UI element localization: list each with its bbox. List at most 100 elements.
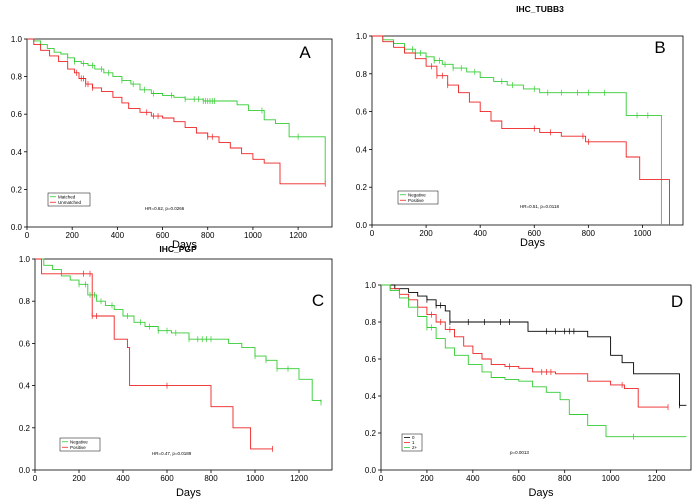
series-negative — [35, 258, 322, 406]
x-tick-label: 1000 — [634, 229, 652, 238]
x-tick-label: 600 — [160, 474, 174, 483]
x-tick-label: 400 — [111, 231, 125, 240]
legend-label: 2+ — [412, 445, 418, 450]
stats-annotation: HR=0.47, p=0.0189 — [152, 451, 192, 456]
x-tick-label: 200 — [420, 474, 434, 483]
y-tick-label: 0.6 — [11, 110, 23, 119]
x-tick-label: 600 — [512, 474, 526, 483]
x-tick-label: 1000 — [246, 474, 264, 483]
series-positive — [35, 258, 273, 452]
survival-curve — [381, 284, 687, 438]
survival-curve — [381, 284, 687, 406]
x-tick-label: 400 — [466, 474, 480, 483]
y-tick-label: 1.0 — [19, 255, 31, 264]
panel-b: 0 200 400 600 800 1000 0.0 0.2 0.4 0.6 0.8 1.0 Days B… — [356, 4, 684, 249]
y-tick-label: 0.6 — [19, 339, 31, 348]
panel-title: IHC_TUBB3 — [516, 4, 564, 14]
x-tick-label: 0 — [370, 229, 375, 238]
plot-frame — [380, 284, 692, 471]
stats-annotation: p=0.0013 — [510, 450, 529, 455]
survival-curve — [35, 258, 322, 403]
survival-curve — [372, 35, 662, 225]
legend-label: 0 — [412, 435, 415, 440]
x-tick-label: 800 — [558, 474, 572, 483]
legend-label: 1 — [412, 440, 415, 445]
stats-annotation: HR=0.62, p=0.0266 — [145, 206, 185, 211]
x-axis-label: Days — [520, 237, 546, 249]
y-tick-label: 0.0 — [11, 223, 23, 232]
x-axis-label: Days — [176, 487, 202, 499]
panel-c: 0 200 400 600 800 1000 1200 0.0 0.2 0.4 0.6 0.8 1.0 D… — [19, 244, 333, 499]
legend-label: Positive — [70, 445, 86, 450]
legend-label: Negative — [70, 439, 88, 444]
plot-frame — [34, 258, 333, 471]
x-axis-label: Days — [172, 239, 198, 251]
legend-box — [59, 437, 101, 452]
x-tick-label: 1000 — [602, 474, 620, 483]
panel-letter: A — [299, 43, 311, 62]
survival-curve — [27, 38, 326, 185]
x-tick-label: 200 — [419, 229, 433, 238]
y-tick-label: 0.0 — [356, 221, 368, 230]
x-tick-label: 0 — [25, 231, 30, 240]
panel-letter: B — [654, 38, 665, 57]
legend-box — [397, 190, 439, 205]
x-tick-label: 1200 — [648, 474, 666, 483]
series-unmatched — [27, 38, 326, 187]
x-tick-label: 800 — [204, 474, 218, 483]
panel-letter: D — [671, 292, 683, 311]
y-tick-label: 0.4 — [365, 392, 377, 401]
y-tick-label: 1.0 — [356, 32, 368, 41]
y-tick-label: 0.8 — [365, 318, 377, 327]
x-tick-label: 800 — [201, 231, 215, 240]
y-tick-label: 0.0 — [365, 466, 377, 475]
x-tick-label: 200 — [66, 231, 80, 240]
y-tick-label: 1.0 — [11, 35, 23, 44]
x-axis-label: Days — [528, 487, 554, 499]
y-tick-label: 0.8 — [19, 297, 31, 306]
plot-frame — [26, 38, 333, 228]
stats-annotation: HR=0.51, p=0.0118 — [520, 204, 559, 209]
y-tick-label: 0.4 — [19, 382, 31, 391]
legend-label: Positive — [408, 198, 424, 203]
panel-d: 0 200 400 600 800 1000 1200 0.0 0.2 0.4 0.6 0.8 1.0 D… — [365, 281, 692, 499]
y-tick-label: 0.4 — [11, 148, 23, 157]
y-tick-label: 0.2 — [19, 424, 31, 433]
y-tick-label: 0.0 — [19, 466, 31, 475]
legend: 012+ — [401, 433, 423, 452]
y-tick-label: 0.4 — [356, 145, 368, 154]
panel-a: 0 200 400 600 800 1000 1200 0.0 0.2 0.4 0.6 0.8 1.0 D… — [11, 35, 333, 251]
legend-label: Unmatched — [58, 200, 82, 205]
legend-box — [47, 192, 91, 207]
x-tick-label: 600 — [528, 229, 542, 238]
survival-curve — [372, 35, 670, 225]
series-0 — [381, 284, 687, 409]
legend-box — [401, 433, 423, 452]
y-tick-label: 0.2 — [11, 185, 23, 194]
series-1 — [381, 284, 669, 411]
survival-curve — [27, 38, 326, 182]
x-tick-label: 1200 — [289, 231, 307, 240]
x-tick-label: 0 — [379, 474, 384, 483]
x-tick-label: 400 — [473, 229, 487, 238]
y-tick-label: 0.2 — [356, 183, 368, 192]
survival-curve — [381, 284, 668, 408]
series-2- — [381, 284, 687, 440]
legend-label: Matched — [58, 194, 76, 199]
plot-frame — [371, 35, 684, 226]
survival-curve — [35, 258, 273, 450]
y-tick-label: 0.6 — [365, 355, 377, 364]
x-tick-label: 1000 — [244, 231, 262, 240]
series-positive — [372, 35, 670, 225]
y-tick-label: 1.0 — [365, 281, 377, 290]
x-tick-label: 0 — [33, 474, 38, 483]
x-tick-label: 400 — [116, 474, 130, 483]
x-tick-label: 200 — [72, 474, 86, 483]
y-tick-label: 0.6 — [356, 108, 368, 117]
x-tick-label: 1200 — [290, 474, 308, 483]
x-tick-label: 600 — [156, 231, 170, 240]
y-tick-label: 0.8 — [11, 73, 23, 82]
